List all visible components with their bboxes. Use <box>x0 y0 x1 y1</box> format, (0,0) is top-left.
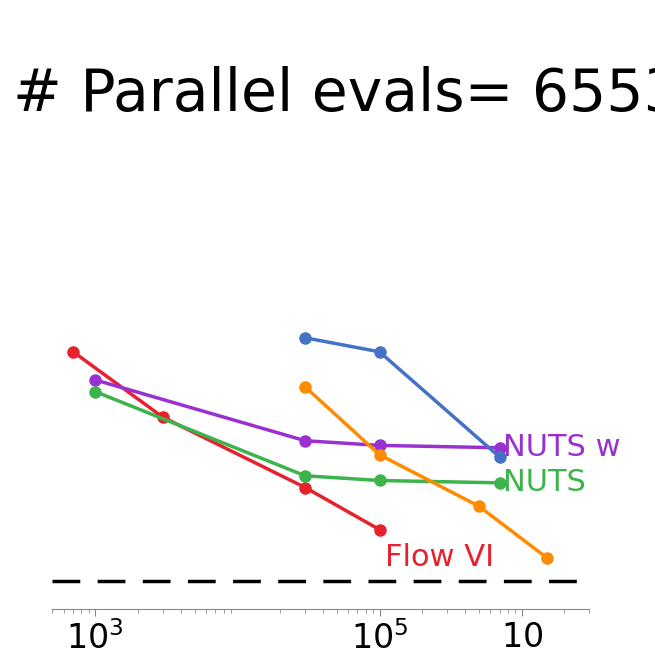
Text: # Parallel evals= 65536: # Parallel evals= 65536 <box>13 66 655 122</box>
Text: Flow VI: Flow VI <box>385 543 495 572</box>
Text: NUTS: NUTS <box>503 468 586 497</box>
Text: NUTS w: NUTS w <box>503 433 621 462</box>
